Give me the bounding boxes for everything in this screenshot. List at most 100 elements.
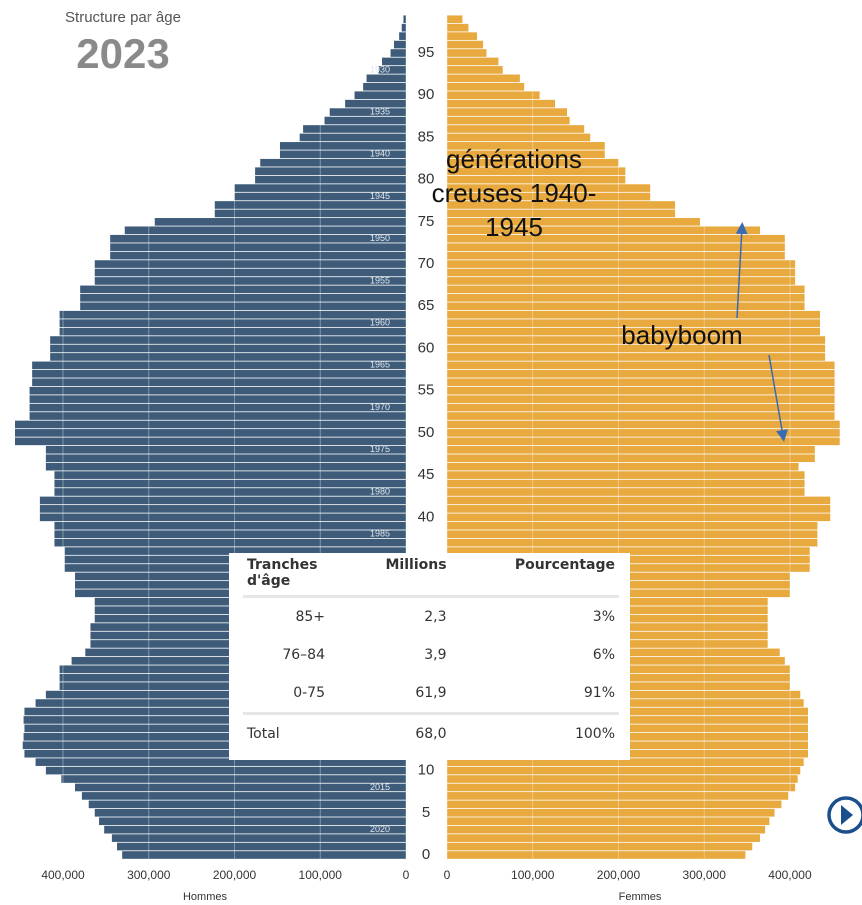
bar — [447, 268, 796, 277]
bar — [447, 420, 840, 429]
bar — [447, 302, 805, 311]
bar — [447, 530, 818, 539]
bar — [447, 766, 801, 775]
bar — [54, 471, 406, 479]
bar — [303, 125, 406, 133]
bar — [447, 462, 799, 471]
bar — [39, 505, 407, 513]
bar — [447, 158, 619, 167]
bar — [447, 209, 676, 218]
bar — [447, 167, 626, 176]
bar — [447, 66, 503, 74]
cell: 3,9 — [424, 647, 447, 663]
header-cell: Tranches d'âge — [243, 555, 343, 598]
bar — [447, 386, 835, 395]
bar — [447, 91, 540, 100]
cell: Total — [243, 712, 343, 753]
cell: 0-75 — [293, 685, 325, 701]
bar — [447, 40, 484, 49]
bar — [447, 378, 835, 387]
bar — [401, 23, 406, 32]
bar — [447, 234, 785, 243]
bar — [45, 462, 406, 471]
bar — [447, 361, 835, 370]
bar — [54, 479, 406, 488]
bar — [447, 471, 805, 479]
bar — [45, 766, 406, 775]
summary-table: Tranches d'âge Millions Pourcentage 85+ 2,3… — [229, 553, 630, 760]
bar — [447, 116, 570, 125]
cohort-label: 1950 — [370, 233, 390, 243]
bar — [447, 125, 585, 133]
cell: 3% — [592, 609, 615, 625]
bar — [94, 808, 406, 817]
bar — [354, 91, 406, 100]
bar — [447, 108, 568, 116]
bar — [59, 319, 406, 327]
bar — [45, 690, 406, 699]
bar — [50, 344, 406, 353]
bar — [447, 775, 798, 783]
cohort-label: 1985 — [370, 529, 390, 539]
bar — [324, 116, 406, 125]
bar — [447, 74, 520, 83]
cohort-label: 1930 — [370, 64, 390, 74]
x-tick-label: 200,000 — [597, 868, 641, 882]
bar — [447, 445, 815, 454]
bar — [447, 547, 810, 555]
bar — [447, 150, 605, 159]
legend-label: Femmes — [619, 891, 662, 903]
bar — [447, 505, 831, 513]
bar — [447, 369, 835, 378]
cell: 68,0 — [343, 712, 451, 753]
cell: 91% — [583, 685, 615, 701]
play-button[interactable] — [827, 796, 862, 834]
bar — [447, 825, 766, 834]
bar — [59, 310, 406, 319]
cohort-label: 1960 — [370, 318, 390, 328]
bar — [447, 192, 651, 201]
y-tick-label: 0 — [422, 846, 430, 863]
bar — [447, 758, 804, 766]
bar — [299, 133, 406, 142]
bar — [447, 319, 820, 327]
cohort-label: 1955 — [370, 275, 390, 285]
bar — [447, 218, 700, 226]
bar — [24, 707, 407, 716]
bar — [363, 82, 406, 91]
bar — [390, 49, 406, 57]
bar — [50, 336, 406, 344]
bar — [54, 521, 406, 530]
bar — [110, 234, 407, 243]
bar — [24, 724, 407, 733]
bar — [447, 412, 835, 420]
y-tick-label: 55 — [418, 382, 435, 399]
x-tick-label: 0 — [444, 868, 451, 882]
bar — [329, 108, 406, 116]
bar — [15, 420, 407, 429]
bar — [75, 783, 406, 792]
bar — [366, 74, 406, 83]
bar — [234, 184, 406, 192]
bar — [447, 521, 818, 530]
bar — [447, 251, 785, 260]
bar — [61, 775, 406, 783]
bar — [447, 175, 626, 184]
bar — [279, 150, 406, 159]
bar — [447, 277, 796, 285]
bar — [80, 294, 406, 302]
bar — [35, 699, 406, 707]
cell: 2,3 — [424, 609, 447, 625]
bar — [447, 310, 820, 319]
y-tick-label: 65 — [418, 297, 435, 314]
bar — [447, 285, 805, 294]
y-tick-label: 70 — [418, 255, 435, 272]
bar — [447, 479, 805, 488]
bar — [54, 530, 406, 539]
bar — [23, 716, 406, 724]
bar — [50, 353, 406, 361]
bar — [447, 842, 753, 851]
bar — [94, 268, 406, 277]
bar — [64, 547, 406, 555]
